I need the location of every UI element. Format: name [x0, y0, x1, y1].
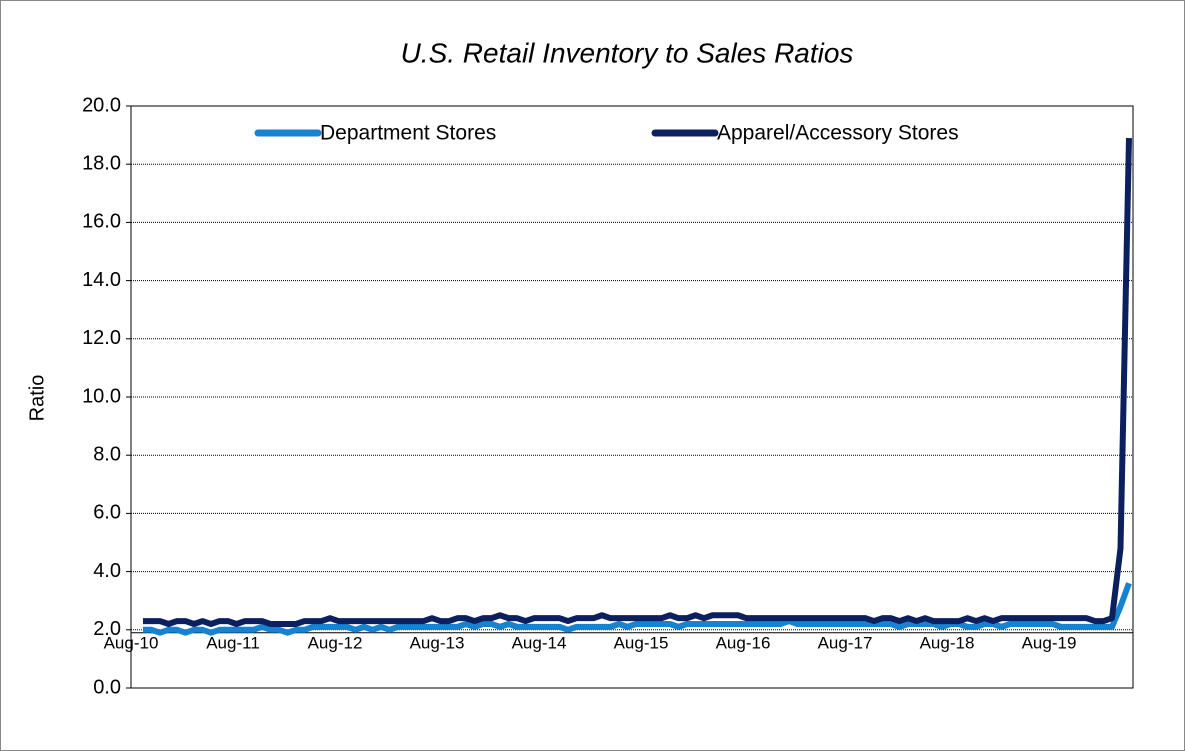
- plot-border: [130, 105, 1134, 689]
- y-tick-label: 18.0: [82, 152, 121, 174]
- series-line: [143, 137, 1132, 627]
- x-tick-label: Aug-12: [308, 633, 363, 652]
- y-tick-label: 6.0: [93, 502, 121, 524]
- y-tick-label: 8.0: [93, 443, 121, 465]
- x-tick-label: Aug-19: [1022, 633, 1077, 652]
- x-tick-label: Aug-15: [614, 633, 669, 652]
- y-tick-label: 2.0: [93, 618, 121, 640]
- y-tick-label: 12.0: [82, 327, 121, 349]
- chart-title: U.S. Retail Inventory to Sales Ratios: [401, 37, 854, 68]
- x-tick-label: Aug-11: [206, 633, 260, 652]
- series-line: [143, 582, 1132, 636]
- x-tick-label: Aug-18: [920, 633, 975, 652]
- y-tick-label: 16.0: [82, 211, 121, 233]
- x-tick-label: Aug-13: [410, 633, 465, 652]
- legend-label: Department Stores: [320, 122, 496, 145]
- y-tick-label: 10.0: [82, 385, 121, 407]
- y-tick-label: 0.0: [93, 676, 121, 698]
- y-tick-label: 4.0: [93, 560, 121, 582]
- x-tick-label: Aug-17: [818, 633, 873, 652]
- x-tick-label: Aug-10: [104, 633, 159, 652]
- x-tick-label: Aug-14: [512, 633, 567, 652]
- y-tick-label: 14.0: [82, 269, 121, 291]
- x-tick-label: Aug-16: [716, 633, 771, 652]
- y-axis-label: Ratio: [26, 375, 48, 422]
- y-tick-label: 20.0: [82, 94, 121, 116]
- legend-label: Apparel/Accessory Stores: [717, 122, 959, 145]
